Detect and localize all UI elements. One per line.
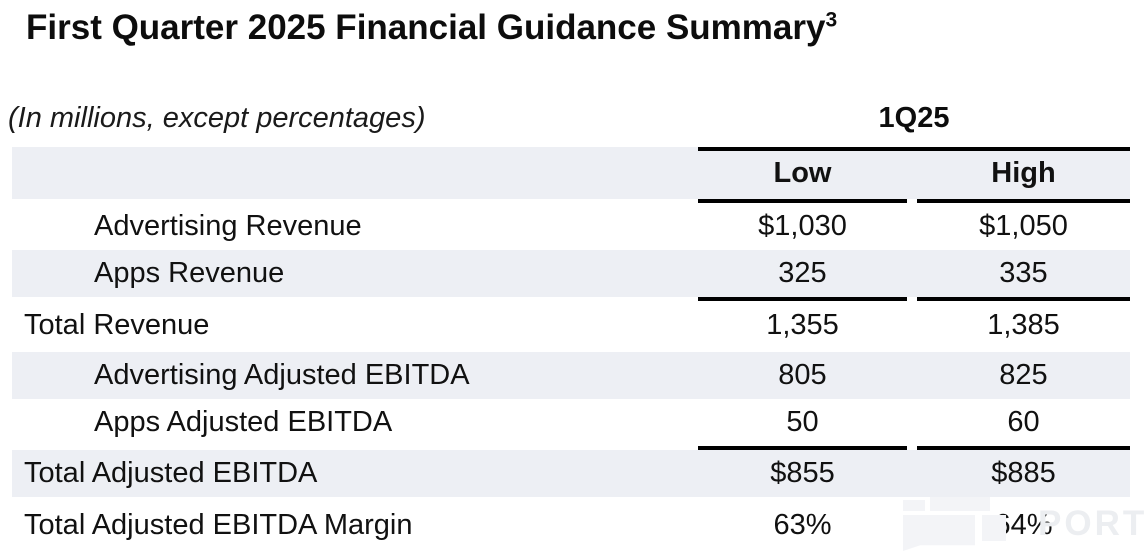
rule-under-period [698,147,1130,151]
watermark-speech-bubble-icon [903,515,975,551]
watermark-logo-icon [930,497,990,511]
row-label: Advertising Revenue [94,210,362,242]
row-high-value: $1,050 [979,210,1068,242]
row-label: Apps Adjusted EBITDA [94,406,393,438]
table-row-apps-revenue: Apps Revenue 325 335 [12,250,1130,297]
row-label: Apps Revenue [94,257,285,289]
rule-above-total-revenue-low [698,297,907,301]
table-row-advertising-adjusted-ebitda: Advertising Adjusted EBITDA 805 825 [12,352,1130,399]
row-label: Advertising Adjusted EBITDA [94,359,470,391]
column-header-high: High [991,156,1056,189]
row-low-value: $1,030 [758,210,847,242]
table-row-total-revenue: Total Revenue 1,355 1,385 [12,301,1130,349]
row-high-value: $885 [991,457,1056,489]
row-low-value: 805 [778,359,827,391]
rule-under-high-header [917,199,1130,203]
table-row-total-adjusted-ebitda: Total Adjusted EBITDA $855 $885 [12,450,1130,497]
row-high-value: 825 [999,359,1048,391]
row-label: Total Revenue [24,308,210,341]
rule-above-total-ebitda-high [917,446,1130,450]
page-title: First Quarter 2025 Financial Guidance Su… [26,8,837,48]
watermark-logo-icon [903,500,925,511]
rule-above-total-ebitda-low [698,446,907,450]
table-row-advertising-revenue: Advertising Revenue $1,030 $1,050 [12,203,1130,250]
row-high-value: 335 [999,257,1048,289]
row-high-value: 1,385 [987,308,1060,341]
row-high-value: 60 [1007,406,1040,438]
column-header-low: Low [773,156,832,189]
page-title-text: First Quarter 2025 Financial Guidance Su… [26,8,826,47]
footnote-marker: 3 [825,8,838,32]
watermark-text: PORT [1038,504,1146,543]
row-low-value: 325 [778,257,827,289]
row-label: Total Adjusted EBITDA Margin [24,509,413,541]
period-header: 1Q25 [878,102,950,134]
row-low-value: 63% [773,509,832,541]
units-note: (In millions, except percentages) [8,102,426,134]
row-low-value: $855 [770,457,835,489]
table-header-row: Low High [12,147,1130,199]
row-low-value: 1,355 [766,308,839,341]
row-label: Total Adjusted EBITDA [24,457,318,489]
row-low-value: 50 [786,406,819,438]
table-row-total-adjusted-ebitda-margin: Total Adjusted EBITDA Margin 63% 64% [12,501,1130,550]
watermark-logo-icon [982,515,1006,541]
table-row-apps-adjusted-ebitda: Apps Adjusted EBITDA 50 60 [12,399,1130,446]
rule-above-total-revenue-high [917,297,1130,301]
guidance-table: Low High Advertising Revenue $1,030 $1,0… [12,147,1130,550]
rule-under-low-header [698,199,907,203]
